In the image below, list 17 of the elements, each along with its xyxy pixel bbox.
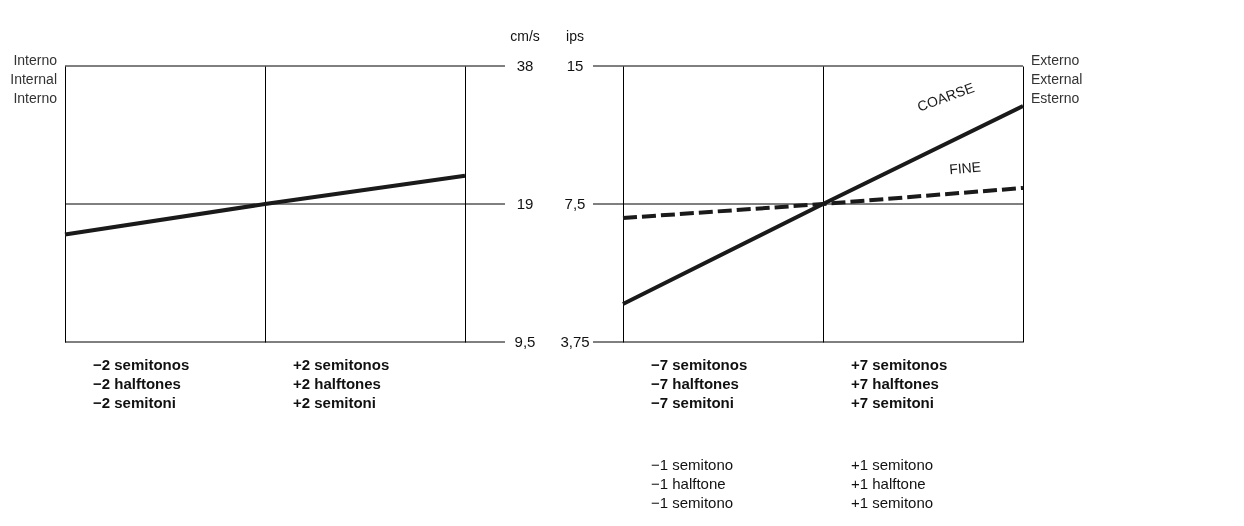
text: Interno Internal Interno <box>10 52 58 106</box>
y-tick-label: 19 <box>516 195 534 212</box>
y-axis-title: ips <box>566 28 584 44</box>
y-axis-title: cm/s <box>510 28 540 44</box>
text: −1 semitono −1 halftone −1 semitono <box>651 456 734 511</box>
text: −7 semitonos −7 halftones −7 semitoni <box>651 356 748 411</box>
y-tick-label: 9,5 <box>514 333 536 350</box>
y-tick-label: 15 <box>566 57 584 74</box>
series-label: FINE <box>948 158 982 178</box>
text: −2 semitonos −2 halftones −2 semitoni <box>93 356 190 411</box>
text: +7 semitonos +7 halftones +7 semitoni <box>851 356 948 411</box>
text: Externo External Esterno <box>1031 52 1083 106</box>
y-tick-label: 3,75 <box>560 333 590 350</box>
y-tick-label: 38 <box>516 57 534 74</box>
text: +1 semitono +1 halftone +1 semitono <box>851 456 934 511</box>
text: +2 semitonos +2 halftones +2 semitoni <box>293 356 390 411</box>
y-tick-label: 7,5 <box>564 195 586 212</box>
